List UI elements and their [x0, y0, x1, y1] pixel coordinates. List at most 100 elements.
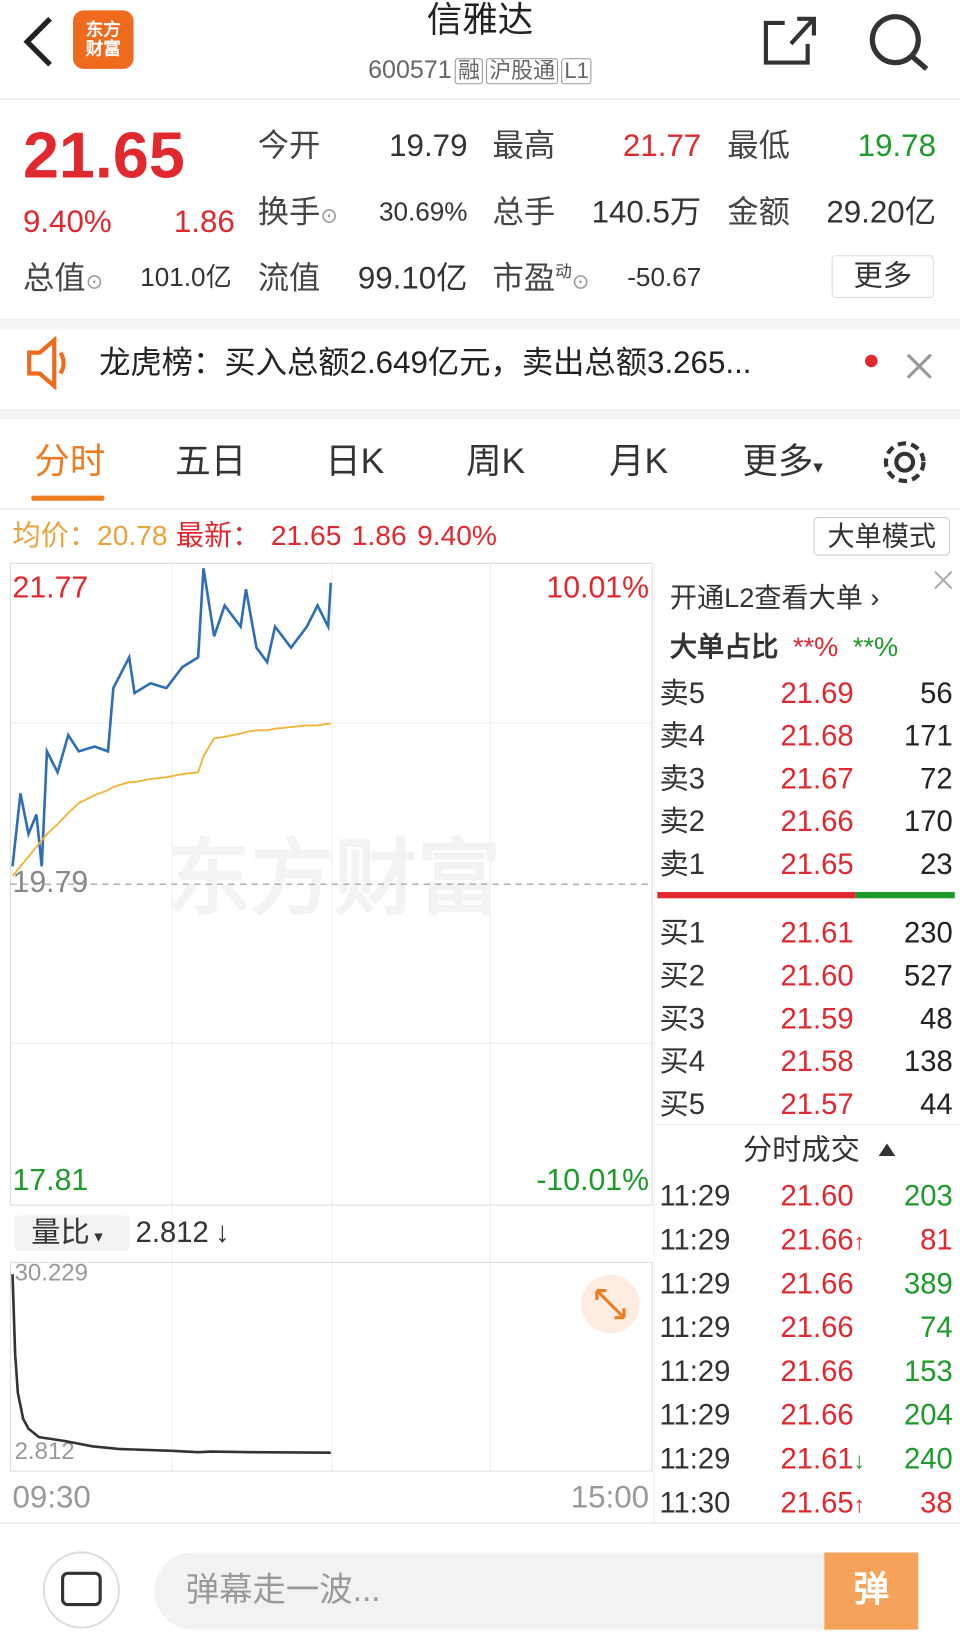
trade-price: 21.66	[780, 1398, 854, 1432]
stat-label: 最低	[727, 128, 790, 164]
y-tick-label: 19.79	[13, 866, 89, 899]
stat-value: 30.69%	[378, 197, 468, 227]
book-price: 21.60	[780, 959, 854, 992]
tab-underline	[31, 495, 105, 501]
info-icon[interactable]: ⊙	[320, 205, 338, 228]
settings-icon[interactable]	[883, 441, 926, 484]
mode-button[interactable]	[813, 516, 951, 556]
close-icon[interactable]	[906, 353, 932, 379]
series-line	[11, 722, 331, 877]
series-line	[11, 1274, 331, 1455]
caret: ▾	[89, 1228, 103, 1247]
tag: 融	[454, 58, 483, 85]
stat-value: 140.5万	[591, 195, 702, 231]
volume-current: 2.812 ↓	[135, 1216, 230, 1249]
x-tick-label: 15:00	[571, 1480, 649, 1515]
book-label: 卖5	[659, 676, 705, 710]
book-price: 21.66	[780, 805, 854, 838]
latest-label: 最新：	[175, 519, 261, 552]
stat-label: 最高	[492, 128, 556, 164]
trade-price: 21.66↑	[780, 1223, 866, 1256]
tab[interactable]: 日K	[325, 441, 385, 482]
book-volume: 527	[903, 959, 953, 992]
stat-value: 19.79	[389, 128, 468, 164]
trade-volume: 204	[903, 1398, 953, 1432]
book-label: 卖3	[659, 762, 705, 795]
comment-icon	[61, 1571, 102, 1607]
mode-label: 大单模式	[827, 520, 937, 552]
book-volume: 170	[903, 805, 953, 838]
stat-value: 29.20亿	[826, 195, 937, 231]
watermark: 东方财富	[167, 831, 501, 925]
ratio-label: 大单占比 **% **%	[669, 630, 899, 663]
trade-volume: 240	[903, 1442, 953, 1475]
danmu-button[interactable]	[824, 1552, 919, 1630]
chevron: ›	[862, 581, 880, 614]
back-icon[interactable]	[23, 16, 52, 67]
trades-title: 分时成交	[742, 1133, 860, 1167]
ratio-bar-sell	[657, 892, 856, 899]
tag: 沪股通	[486, 58, 559, 85]
info-icon[interactable]: ⊙	[85, 270, 104, 294]
series-line	[11, 568, 333, 867]
book-label: 卖1	[659, 847, 705, 881]
close-icon[interactable]	[934, 570, 953, 590]
book-volume: 48	[920, 1002, 953, 1035]
comment-input[interactable]	[154, 1552, 919, 1630]
volume-arrow: ↓	[215, 1216, 230, 1249]
book-label: 买5	[659, 1087, 705, 1121]
tab[interactable]: 周K	[466, 441, 526, 482]
ratio-sell: **%	[793, 630, 839, 663]
tab[interactable]: 月K	[609, 441, 669, 482]
trade-arrow: ↑	[853, 1491, 866, 1518]
trade-volume: 74	[920, 1311, 953, 1344]
ratio-buy: **%	[852, 630, 899, 663]
stat-label: 今开	[257, 128, 321, 164]
tab[interactable]: 分时	[34, 441, 106, 482]
stock-code: 600571 融沪股通 L1	[368, 56, 592, 85]
change-pct: 9.40%	[22, 205, 112, 240]
book-price: 21.68	[780, 719, 854, 752]
trade-arrow: ↓	[853, 1447, 866, 1474]
trade-arrow: ↑	[853, 1228, 866, 1255]
more-button[interactable]: 更多	[831, 255, 934, 298]
speaker-icon	[27, 335, 66, 391]
book-price: 21.59	[780, 1002, 854, 1035]
stat-label: 总值⊙	[22, 261, 104, 296]
logo-text: 东方财富	[85, 19, 122, 59]
change: 1.86	[173, 205, 235, 240]
trade-volume: 153	[903, 1354, 953, 1388]
latest-change: 1.86	[351, 519, 407, 552]
trade-price: 21.66	[780, 1311, 854, 1344]
volume-selector[interactable]	[14, 1215, 130, 1251]
comment-icon-bg[interactable]	[42, 1551, 121, 1629]
expand-icon	[595, 1289, 626, 1320]
x-tick-label: 09:30	[13, 1480, 91, 1515]
book-price: 21.57	[780, 1087, 854, 1121]
divider	[0, 318, 960, 329]
divider	[0, 408, 960, 420]
l2-promo[interactable]: 开通L2查看大单 ›	[669, 581, 880, 614]
trade-time: 11:29	[659, 1354, 731, 1388]
tab[interactable]: 更多▾	[742, 441, 823, 482]
trade-volume: 203	[903, 1179, 953, 1212]
search-icon[interactable]	[869, 14, 929, 71]
notice-text: 龙虎榜：买入总额2.649亿元，卖出总额3.265...	[99, 345, 752, 381]
book-price: 21.69	[780, 676, 854, 710]
info-icon[interactable]: ⊙	[571, 270, 590, 294]
latest-change_pct: 9.40%	[417, 519, 497, 552]
trade-time: 11:29	[659, 1179, 731, 1212]
share-icon[interactable]	[763, 16, 817, 65]
trade-time: 11:29	[659, 1442, 731, 1475]
trade-volume: 38	[920, 1486, 953, 1519]
tab[interactable]: 五日	[175, 441, 247, 482]
y2-tick-label: -10.01%	[536, 1164, 649, 1197]
danmu-label: 弹	[853, 1569, 890, 1610]
red-dot	[865, 354, 878, 368]
caret: ▾	[813, 456, 823, 478]
trade-price: 21.66	[780, 1267, 854, 1300]
y-tick-label: 30.229	[15, 1259, 88, 1286]
logo-bg	[73, 10, 134, 69]
trade-volume: 389	[903, 1267, 953, 1300]
